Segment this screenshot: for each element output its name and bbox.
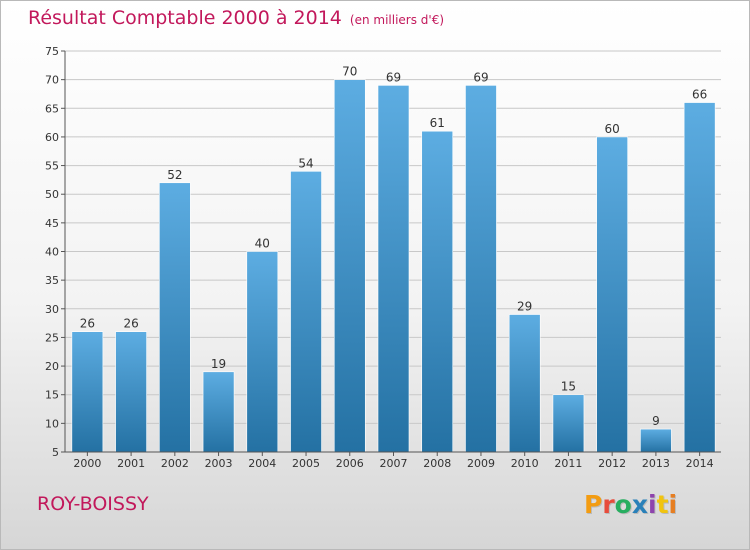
data-label-2004: 40 <box>255 237 270 251</box>
bar-2013 <box>640 428 672 453</box>
bar-2014 <box>683 102 716 453</box>
data-label-2007: 69 <box>386 70 401 84</box>
bar-2001 <box>115 331 147 453</box>
axes: 5 10 15 20 25 30 35 40 45 50 55 60 65 70 75 2000 2001 200… <box>45 45 721 470</box>
data-label-2012: 60 <box>605 122 620 136</box>
commune-name: ROY-BOISSY <box>37 493 149 515</box>
bar-2003 <box>202 371 235 453</box>
x-tick-label-2000: 2000 <box>73 457 101 470</box>
x-tick-label-2014: 2014 <box>686 457 714 470</box>
y-tick-label: 5 <box>52 446 59 459</box>
bar-2010 <box>508 314 541 453</box>
y-tick-label: 55 <box>45 160 59 173</box>
x-tick-label-2013: 2013 <box>642 457 670 470</box>
bar-2000 <box>71 331 104 453</box>
y-tick-label: 75 <box>45 45 59 58</box>
x-tick-label-2005: 2005 <box>292 457 320 470</box>
bar-2005 <box>290 171 322 453</box>
data-label-2009: 69 <box>473 70 488 84</box>
brand-letter: P <box>584 490 603 519</box>
y-tick-label: 10 <box>45 417 59 430</box>
bars: 26 26 52 19 40 54 70 69 61 69 29 15 60 9 66 <box>71 65 716 453</box>
data-label-2003: 19 <box>211 357 226 371</box>
brand-letter: x <box>631 490 648 519</box>
y-tick-label: 40 <box>45 246 59 259</box>
proxiti-logo[interactable]: Proxiti <box>584 490 677 519</box>
data-label-2001: 26 <box>123 317 138 331</box>
brand-letter: t <box>656 490 669 519</box>
data-label-2011: 15 <box>561 380 576 394</box>
y-tick-label: 65 <box>45 102 59 115</box>
y-tick-label: 60 <box>45 131 59 144</box>
chart-title: Résultat Comptable 2000 à 2014 (en millie… <box>28 7 444 29</box>
y-tick-label: 50 <box>45 188 59 201</box>
x-tick-label-2006: 2006 <box>336 457 364 470</box>
brand-letter: i <box>668 490 678 519</box>
y-tick-label: 30 <box>45 303 59 316</box>
brand-letter: i <box>648 490 657 519</box>
y-tick-label: 70 <box>45 74 59 87</box>
x-tick-label-2009: 2009 <box>467 457 495 470</box>
data-label-2010: 29 <box>517 300 532 314</box>
brand-letter: o <box>614 490 632 519</box>
bar-2008 <box>421 130 454 453</box>
x-tick-label-2008: 2008 <box>423 457 451 470</box>
y-tick-label: 20 <box>45 360 59 373</box>
bar-2002 <box>159 182 191 453</box>
bar-2004 <box>246 251 279 453</box>
x-tick-label-2003: 2003 <box>205 457 233 470</box>
brand-letter: r <box>602 490 615 519</box>
data-label-2014: 66 <box>692 88 707 102</box>
y-tick-label: 35 <box>45 274 59 287</box>
data-label-2000: 26 <box>80 317 95 331</box>
x-tick-label-2007: 2007 <box>380 457 408 470</box>
x-tick-label-2004: 2004 <box>248 457 276 470</box>
x-tick-label-2010: 2010 <box>511 457 539 470</box>
bar-2006 <box>333 79 366 453</box>
bar-2011 <box>552 394 585 453</box>
bar-2007 <box>377 85 410 453</box>
bar-2012 <box>596 136 628 453</box>
chart-subtitle: (en milliers d'€) <box>349 13 445 27</box>
data-label-2002: 52 <box>167 168 182 182</box>
x-tick-label-2012: 2012 <box>598 457 626 470</box>
x-tick-label-2011: 2011 <box>554 457 582 470</box>
data-label-2013: 9 <box>652 414 660 428</box>
data-label-2008: 61 <box>430 116 445 130</box>
y-tick-label: 45 <box>45 217 59 230</box>
bar-2009 <box>465 85 497 453</box>
y-tick-label: 25 <box>45 331 59 344</box>
data-label-2006: 70 <box>342 65 357 79</box>
data-label-2005: 54 <box>298 156 313 170</box>
x-tick-label-2002: 2002 <box>161 457 189 470</box>
title-text: Résultat Comptable 2000 à 2014 <box>28 7 342 29</box>
y-tick-label: 15 <box>45 389 59 402</box>
x-tick-label-2001: 2001 <box>117 457 145 470</box>
